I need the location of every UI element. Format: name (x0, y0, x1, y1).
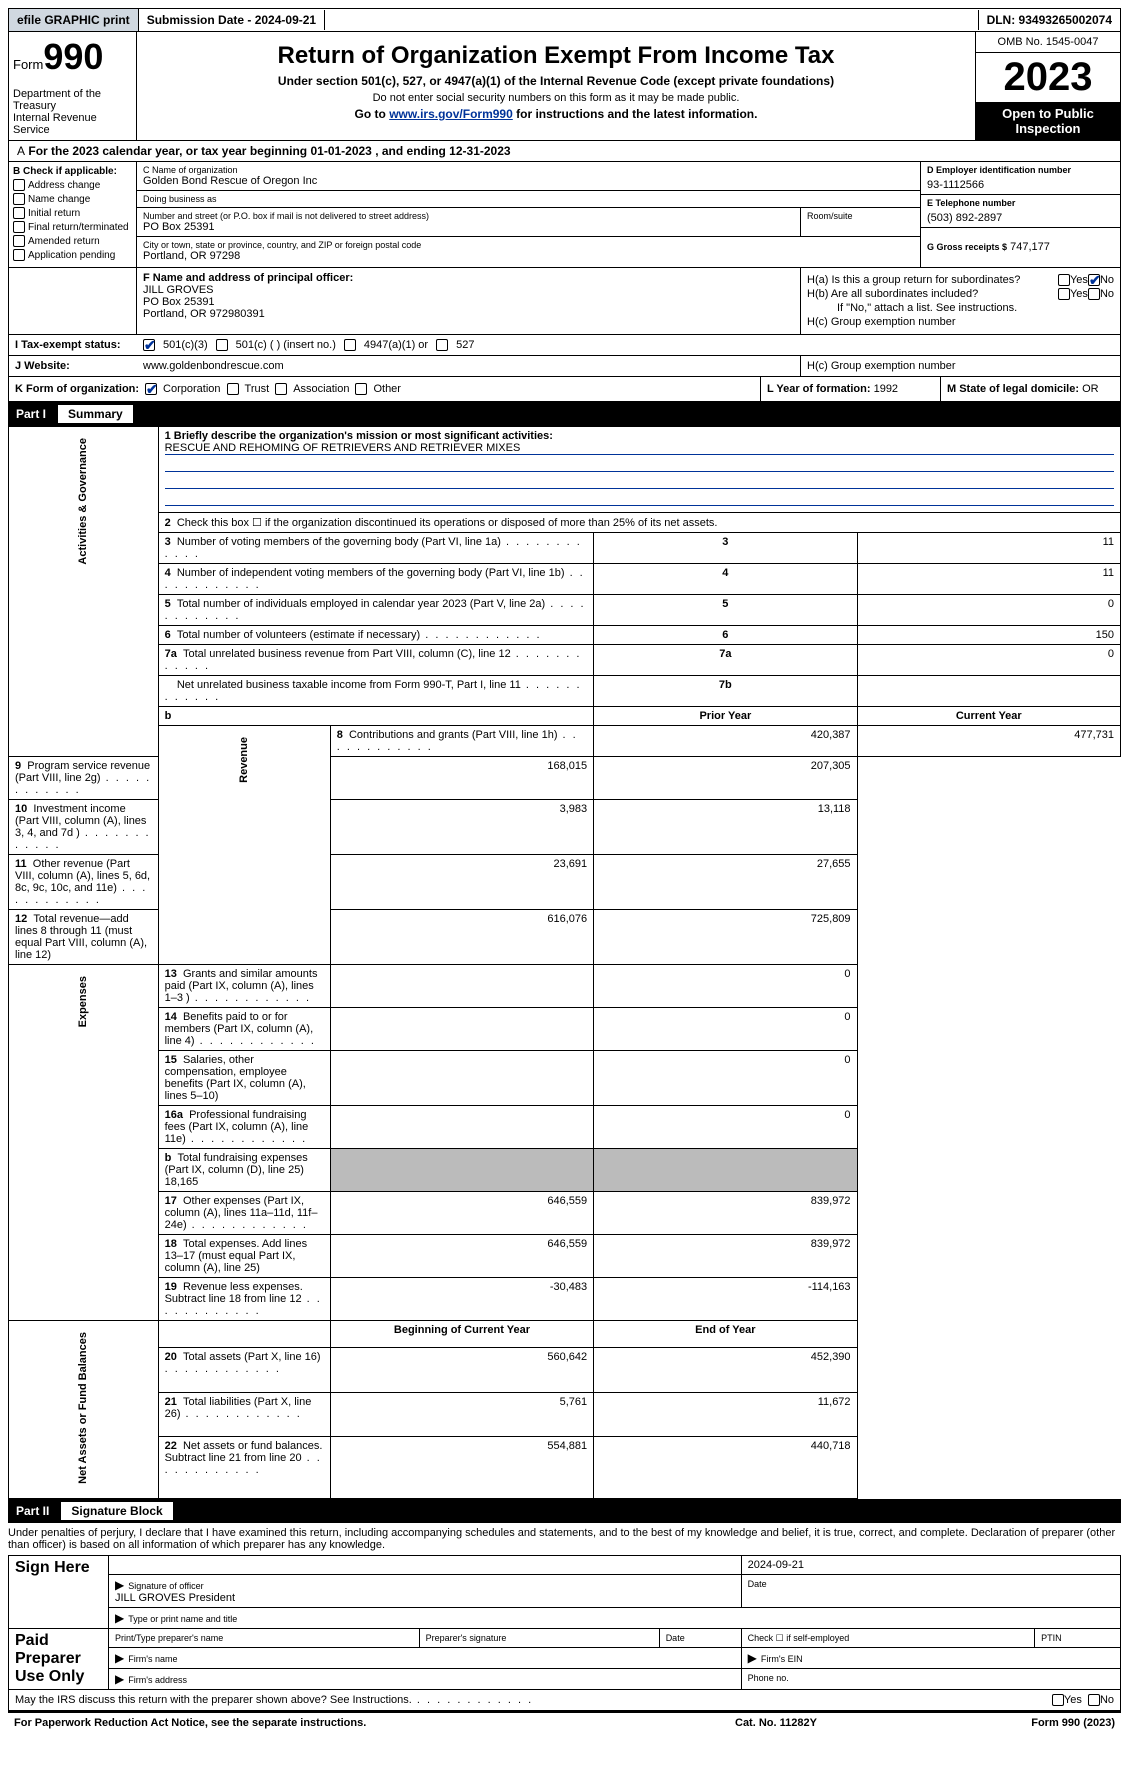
k-corp[interactable] (145, 383, 157, 395)
val-10: 13,118 (594, 800, 857, 855)
ha-no[interactable] (1088, 274, 1100, 286)
hb-no[interactable] (1088, 288, 1100, 300)
phone: (503) 892-2897 (927, 208, 1114, 224)
subtitle-2: Do not enter social security numbers on … (145, 92, 967, 104)
submission-date: Submission Date - 2024-09-21 (139, 10, 325, 30)
k-assoc[interactable] (275, 383, 287, 395)
side-expenses: Expenses (77, 968, 89, 1035)
subtitle-1: Under section 501(c), 527, or 4947(a)(1)… (145, 74, 967, 88)
sign-here-label: Sign Here (9, 1555, 109, 1628)
dln: DLN: 93493265002074 (978, 10, 1120, 30)
check-amended[interactable] (13, 235, 25, 247)
street-address: PO Box 25391 (143, 221, 800, 233)
tax-year: 2023 (976, 53, 1120, 102)
val-17: 839,972 (594, 1192, 857, 1235)
val-21: 11,672 (594, 1392, 857, 1436)
part2-header: Part II Signature Block (8, 1499, 1121, 1523)
k-other[interactable] (355, 383, 367, 395)
efile-button[interactable]: efile GRAPHIC print (9, 9, 139, 31)
check-initial-return[interactable] (13, 207, 25, 219)
gross-receipts: 747,177 (1010, 241, 1050, 253)
i-501c[interactable] (216, 339, 228, 351)
val-12: 725,809 (594, 910, 857, 965)
val-22: 440,718 (594, 1437, 857, 1499)
val-5: 0 (857, 595, 1120, 626)
irs-link[interactable]: www.irs.gov/Form990 (389, 107, 513, 121)
open-inspection: Open to Public Inspection (976, 102, 1120, 140)
ein: 93-1112566 (927, 175, 1114, 191)
val-18: 839,972 (594, 1235, 857, 1278)
box-h: H(a) Is this a group return for subordin… (800, 268, 1120, 334)
check-app-pending[interactable] (13, 249, 25, 261)
val-20: 452,390 (594, 1348, 857, 1392)
side-governance: Activities & Governance (77, 430, 89, 573)
part1-header: Part I Summary (8, 402, 1121, 426)
hb-yes[interactable] (1058, 288, 1070, 300)
val-11: 27,655 (594, 855, 857, 910)
i-4947[interactable] (344, 339, 356, 351)
val-7b (857, 676, 1120, 707)
val-16a: 0 (594, 1106, 857, 1149)
form-title: Return of Organization Exempt From Incom… (145, 42, 967, 70)
subtitle-3: Go to www.irs.gov/Form990 for instructio… (145, 107, 967, 121)
paid-preparer-label: Paid Preparer Use Only (9, 1628, 109, 1689)
side-net-assets: Net Assets or Fund Balances (77, 1324, 89, 1492)
tax-year-range: A For the 2023 calendar year, or tax yea… (8, 141, 1121, 162)
hc-exemption: H(c) Group exemption number (800, 356, 1120, 376)
website: www.goldenbondrescue.com (137, 356, 800, 376)
ha-yes[interactable] (1058, 274, 1070, 286)
year-formation: 1992 (874, 383, 898, 395)
domicile-state: OR (1082, 383, 1099, 395)
val-19: -114,163 (594, 1278, 857, 1321)
mission-text: RESCUE AND REHOMING OF RETRIEVERS AND RE… (165, 442, 1114, 455)
irs-yes[interactable] (1052, 1694, 1064, 1706)
section-j: J Website: www.goldenbondrescue.com H(c)… (8, 356, 1121, 377)
city-state-zip: Portland, OR 97298 (143, 250, 914, 262)
signature-table: Sign Here 2024-09-21 Signature of office… (8, 1555, 1121, 1690)
val-15: 0 (594, 1051, 857, 1106)
box-d: D Employer identification number 93-1112… (920, 162, 1120, 267)
irs-discuss-row: May the IRS discuss this return with the… (8, 1690, 1121, 1711)
box-b: B Check if applicable: Address change Na… (9, 162, 137, 267)
department: Department of the Treasury Internal Reve… (13, 88, 132, 136)
side-revenue: Revenue (238, 729, 250, 791)
officer-sig-name: JILL GROVES President (115, 1592, 235, 1604)
section-i: I Tax-exempt status: 501(c)(3) 501(c) ( … (8, 335, 1121, 356)
footer: For Paperwork Reduction Act Notice, see … (8, 1711, 1121, 1733)
check-final-return[interactable] (13, 221, 25, 233)
box-f: F Name and address of principal officer:… (137, 268, 800, 334)
top-bar: efile GRAPHIC print Submission Date - 20… (8, 8, 1121, 32)
k-trust[interactable] (227, 383, 239, 395)
val-9: 207,305 (594, 757, 857, 800)
check-address-change[interactable] (13, 179, 25, 191)
val-8: 477,731 (857, 726, 1120, 757)
org-name: Golden Bond Rescue of Oregon Inc (143, 175, 914, 187)
i-501c3[interactable] (143, 339, 155, 351)
val-7a: 0 (857, 645, 1120, 676)
perjury-text: Under penalties of perjury, I declare th… (8, 1523, 1121, 1555)
val-4: 11 (857, 564, 1120, 595)
officer-name: JILL GROVES (143, 284, 794, 296)
section-bcd: B Check if applicable: Address change Na… (8, 162, 1121, 268)
section-fh: F Name and address of principal officer:… (8, 268, 1121, 335)
val-3: 11 (857, 533, 1120, 564)
irs-no[interactable] (1088, 1694, 1100, 1706)
form-header: Form990 Department of the Treasury Inter… (8, 32, 1121, 141)
val-13: 0 (594, 965, 857, 1008)
summary-table: Activities & Governance 1 Briefly descri… (8, 426, 1121, 1499)
check-name-change[interactable] (13, 193, 25, 205)
box-c: C Name of organization Golden Bond Rescu… (137, 162, 920, 267)
val-6: 150 (857, 626, 1120, 645)
val-14: 0 (594, 1008, 857, 1051)
section-klm: K Form of organization: Corporation Trus… (8, 377, 1121, 402)
form-number: Form990 (13, 36, 132, 78)
omb-number: OMB No. 1545-0047 (976, 32, 1120, 53)
i-527[interactable] (436, 339, 448, 351)
